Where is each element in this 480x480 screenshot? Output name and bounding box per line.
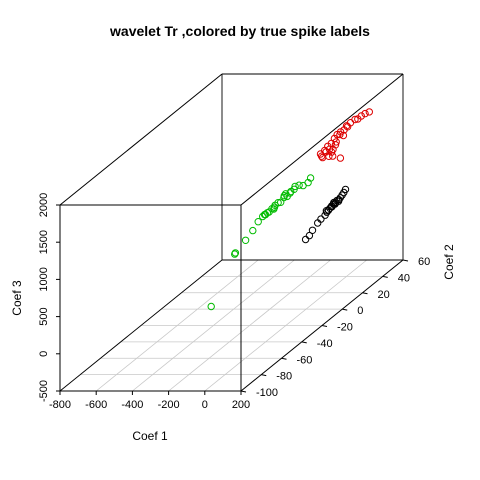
box-edge (59, 73, 223, 206)
data-point (271, 201, 279, 210)
box-edge (240, 73, 404, 206)
x-tick-label: -800 (49, 399, 71, 411)
y-tick (342, 308, 348, 311)
y-tick (301, 341, 307, 344)
y-tick-label: -60 (297, 354, 313, 366)
y-tick-label: -80 (276, 371, 292, 383)
y-tick-label: -100 (256, 387, 278, 399)
x-tick-label: 0 (202, 399, 208, 411)
y-tick (402, 259, 409, 262)
y-tick-label: -20 (337, 322, 353, 334)
data-point (241, 236, 250, 245)
y-tick (261, 374, 267, 377)
data-point (327, 148, 336, 156)
x-tick-label: 200 (232, 399, 250, 411)
x-axis-label: Coef 1 (132, 429, 168, 443)
data-point (331, 141, 340, 149)
data-point (342, 122, 351, 130)
x-tick-label: -600 (85, 399, 107, 411)
data-point (301, 235, 310, 244)
z-tick-label: 1000 (38, 267, 50, 291)
z-tick-label: 500 (38, 307, 50, 325)
z-axis-label: Coef 3 (10, 280, 24, 316)
data-point (259, 212, 267, 221)
y-tick-label: 0 (357, 305, 363, 317)
data-point (336, 154, 345, 162)
data-point (322, 207, 331, 215)
z-tick-label: 1500 (38, 230, 50, 254)
box-back-edges (59, 73, 404, 392)
y-tick (382, 275, 388, 278)
y-axis: -100 -80 -60 -40 -20 0 20 40 60 (240, 256, 430, 399)
data-point (318, 153, 327, 162)
z-tick-label: -500 (38, 380, 50, 402)
box-front-edges (59, 73, 404, 392)
data-point (280, 192, 288, 200)
data-point (308, 226, 317, 235)
data-point (249, 226, 257, 235)
data-point (354, 115, 362, 123)
y-axis-label: Coef 2 (442, 244, 456, 280)
data-point (332, 138, 340, 146)
data-point (365, 108, 373, 116)
data-point (231, 250, 239, 258)
data-point (299, 181, 307, 190)
y-tick-label: 60 (418, 256, 430, 268)
data-point (254, 218, 262, 226)
x-tick-label: -400 (121, 399, 143, 411)
y-tick (321, 325, 328, 327)
y-tick-label: -40 (317, 338, 333, 350)
data-point (314, 219, 322, 227)
y-tick-label: 20 (378, 289, 390, 301)
z-tick-label: 2000 (38, 193, 50, 217)
data-point (316, 150, 325, 158)
data-point (361, 109, 369, 118)
data-point (295, 181, 303, 189)
y-tick (240, 390, 247, 393)
z-tick-label: 0 (38, 351, 50, 357)
y-tick-label: 40 (398, 272, 410, 284)
y-tick (281, 357, 287, 360)
x-axis: -800 -600 -400 -200 0 200 (49, 391, 250, 411)
data-point (336, 130, 344, 139)
data-point (277, 198, 285, 207)
z-axis: -500 0 500 1000 1500 2000 (38, 193, 60, 402)
box-edge (59, 259, 223, 392)
data-point (339, 131, 348, 140)
chart-title: wavelet Tr ,colored by true spike labels (109, 23, 370, 39)
y-tick (362, 292, 368, 295)
data-point (329, 152, 337, 160)
data-point (305, 231, 314, 240)
data-point (282, 190, 290, 198)
data-point (231, 249, 240, 257)
data-point (207, 302, 215, 311)
x-tick-label: -200 (158, 399, 180, 411)
data-points (207, 108, 373, 311)
data-point (321, 211, 329, 219)
